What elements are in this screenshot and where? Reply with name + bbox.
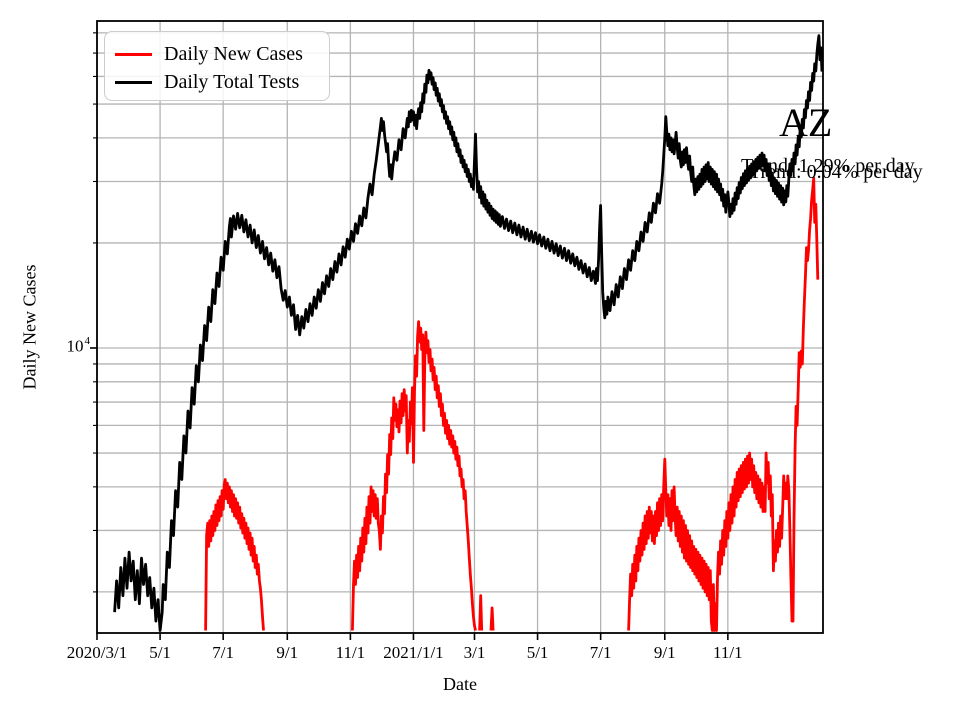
red-line-swatch: [115, 52, 152, 56]
legend-item-daily-new-cases: Daily New Cases: [115, 40, 319, 68]
x-tick-label: 5/1: [149, 643, 171, 662]
y-axis-label: Daily New Cases: [19, 264, 40, 390]
series-path-daily-total-tests: [113, 34, 823, 632]
x-tick-label: 5/1: [526, 643, 549, 662]
annotation-trend-2: Trend: 0.04% per day: [749, 161, 923, 183]
plot-frame: [96, 20, 824, 634]
series-path-daily-new-cases: [204, 478, 265, 631]
x-tick-label: 9/1: [653, 643, 676, 662]
y-tick-label: 104: [66, 335, 91, 356]
black-line-swatch: [115, 80, 152, 84]
x-tick-label: 2020/3/1: [66, 643, 128, 662]
annotation-state-code: AZ: [779, 100, 833, 145]
tick-marks: [90, 32, 729, 640]
legend-item-daily-total-tests: Daily Total Tests: [115, 68, 319, 96]
legend-label: Daily New Cases: [164, 43, 303, 65]
x-tick-label: 3/1: [463, 643, 486, 662]
legend-label: Daily Total Tests: [164, 71, 300, 93]
x-tick-label: 11/1: [713, 643, 743, 662]
annotation-trend-1: Trend: 1.29% per day: [741, 155, 915, 177]
x-tick-label: 2021/1/1: [383, 643, 444, 662]
x-tick-label: 11/1: [335, 643, 366, 662]
x-axis-label: Date: [443, 674, 477, 694]
series-path-daily-new-cases: [489, 606, 495, 631]
x-tick-label: 9/1: [276, 643, 299, 662]
x-tick-label: 7/1: [212, 643, 235, 662]
series-path-daily-new-cases: [351, 320, 477, 631]
series-path-daily-new-cases: [627, 176, 820, 632]
x-tick-label: 7/1: [589, 643, 612, 662]
legend: Daily New Cases Daily Total Tests: [104, 31, 330, 101]
series-path-daily-new-cases: [478, 594, 484, 631]
